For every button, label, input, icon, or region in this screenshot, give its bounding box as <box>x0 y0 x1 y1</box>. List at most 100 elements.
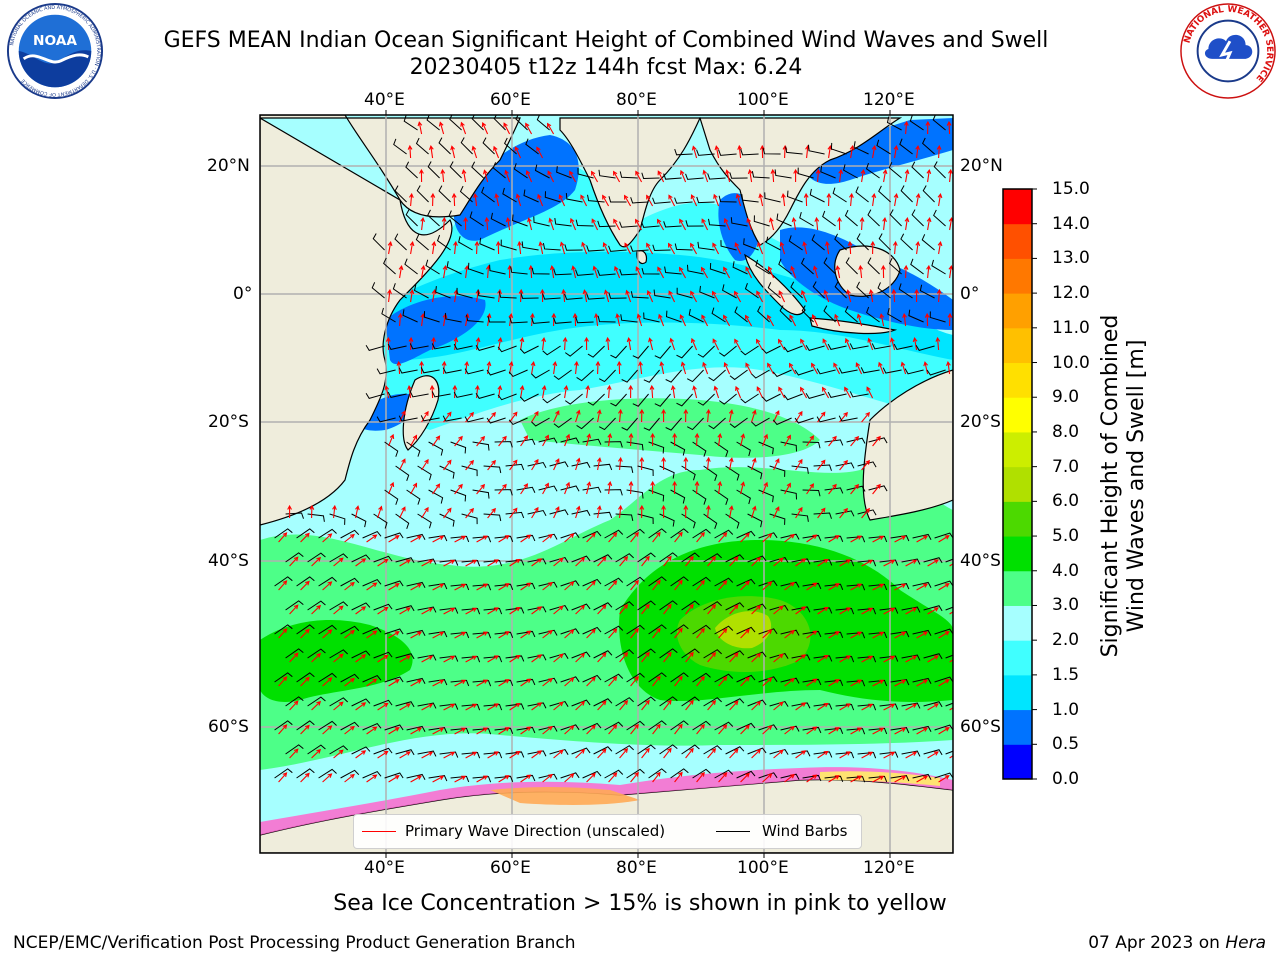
wave-direction-arrow <box>904 169 910 183</box>
wind-barb <box>416 185 429 203</box>
wind-barb <box>790 281 803 299</box>
wave-direction-arrow <box>649 384 655 399</box>
wave-direction-arrow <box>916 535 929 543</box>
wave-direction-arrow <box>465 655 478 663</box>
wave-direction-arrow <box>679 169 687 183</box>
wave-direction-arrow <box>443 559 456 567</box>
wind-barb <box>787 190 803 203</box>
wind-barb <box>708 369 726 382</box>
wave-direction-arrow <box>520 534 532 543</box>
wave-direction-arrow <box>407 144 413 159</box>
wave-direction-arrow <box>399 703 411 711</box>
wind-barb <box>945 702 953 707</box>
wind-barb <box>707 173 726 180</box>
wave-direction-arrow <box>571 265 577 279</box>
wind-barb <box>659 648 678 659</box>
wave-direction-arrow <box>624 194 632 207</box>
wind-barb <box>857 560 877 567</box>
wind-barb <box>428 727 448 734</box>
wave-direction-arrow <box>740 676 750 687</box>
wave-direction-arrow <box>894 679 907 687</box>
wind-barb <box>769 700 789 707</box>
wave-direction-arrow <box>839 655 851 663</box>
wind-barb <box>834 233 847 251</box>
wave-direction-arrow <box>564 433 571 447</box>
wave-direction-arrow <box>366 726 378 735</box>
wave-direction-arrow <box>399 751 411 759</box>
wind-barb <box>459 185 473 203</box>
wave-direction-arrow <box>773 653 784 663</box>
colorbar-label-line1: Significant Height of Combined <box>1098 314 1123 658</box>
wave-direction-arrow <box>756 386 764 399</box>
wind-barb <box>670 576 689 587</box>
wave-direction-arrow <box>519 337 525 351</box>
wave-direction-arrow <box>408 192 414 207</box>
wave-direction-arrow <box>465 559 478 567</box>
wave-direction-arrow <box>648 337 654 351</box>
wave-direction-arrow <box>718 724 728 735</box>
wave-direction-arrow <box>630 579 639 591</box>
wave-direction-arrow <box>762 481 769 495</box>
wind-barb <box>549 509 569 516</box>
wind-barb <box>871 343 891 350</box>
wave-direction-arrow <box>861 507 870 519</box>
wind-barb <box>626 441 644 451</box>
wind-barb <box>734 306 748 323</box>
wind-barb <box>460 137 473 155</box>
wave-direction-arrow <box>619 603 629 615</box>
wave-direction-arrow <box>597 652 607 663</box>
wave-direction-arrow <box>890 337 896 351</box>
wind-barb <box>878 185 891 203</box>
wave-direction-arrow <box>344 677 355 687</box>
wave-direction-arrow <box>311 700 322 711</box>
wind-barb <box>933 161 946 179</box>
wave-direction-arrow <box>850 631 863 639</box>
colorbar-tick-label: 3.0 <box>1052 595 1080 616</box>
wind-barb <box>912 773 932 780</box>
wind-barb <box>641 221 660 228</box>
wave-direction-arrow <box>694 480 700 495</box>
wave-direction-arrow <box>515 193 522 207</box>
wave-direction-arrow <box>914 288 920 303</box>
wind-barb <box>835 559 855 567</box>
wind-barb <box>934 580 953 587</box>
wave-direction-arrow <box>938 775 950 783</box>
wind-barb <box>805 392 825 399</box>
wave-direction-arrow <box>850 483 860 495</box>
wind-barb <box>508 417 528 426</box>
wave-direction-arrow <box>608 676 618 687</box>
wave-direction-arrow <box>613 218 621 231</box>
wave-direction-arrow <box>586 481 592 495</box>
wind-barbs-legend-line <box>716 831 750 832</box>
wind-barb <box>610 345 627 359</box>
wind-barb <box>285 648 304 659</box>
wave-direction-arrow <box>657 218 665 231</box>
wind-barb <box>696 196 715 204</box>
wave-direction-arrow <box>784 773 795 783</box>
wave-direction-arrow <box>905 703 918 711</box>
borneo-land <box>834 245 901 297</box>
wave-direction-arrow <box>509 702 521 711</box>
wind-barb <box>494 489 513 496</box>
wind-barb <box>619 221 638 228</box>
wind-barb <box>274 672 293 683</box>
wave-direction-arrow <box>872 775 885 783</box>
wind-barb <box>769 652 789 659</box>
wind-barb <box>670 441 686 456</box>
colorbar-label: Significant Height of Combined Wind Wave… <box>1098 276 1158 696</box>
wave-direction-arrow <box>542 773 553 783</box>
wind-barb <box>637 513 654 525</box>
colorbar-segment <box>1003 501 1032 537</box>
wind-barb <box>855 186 869 203</box>
wind-barb <box>417 702 437 709</box>
wind-barb <box>446 261 462 275</box>
wave-direction-arrow <box>531 750 543 759</box>
wind-barb <box>791 606 811 613</box>
wind-barb <box>845 257 858 275</box>
wave-direction-arrow <box>322 581 333 591</box>
wind-barb <box>846 680 866 687</box>
wind-barb <box>785 146 803 155</box>
wave-direction-arrow <box>745 314 753 327</box>
wave-direction-arrow <box>839 559 851 567</box>
wind-barb <box>431 343 451 350</box>
